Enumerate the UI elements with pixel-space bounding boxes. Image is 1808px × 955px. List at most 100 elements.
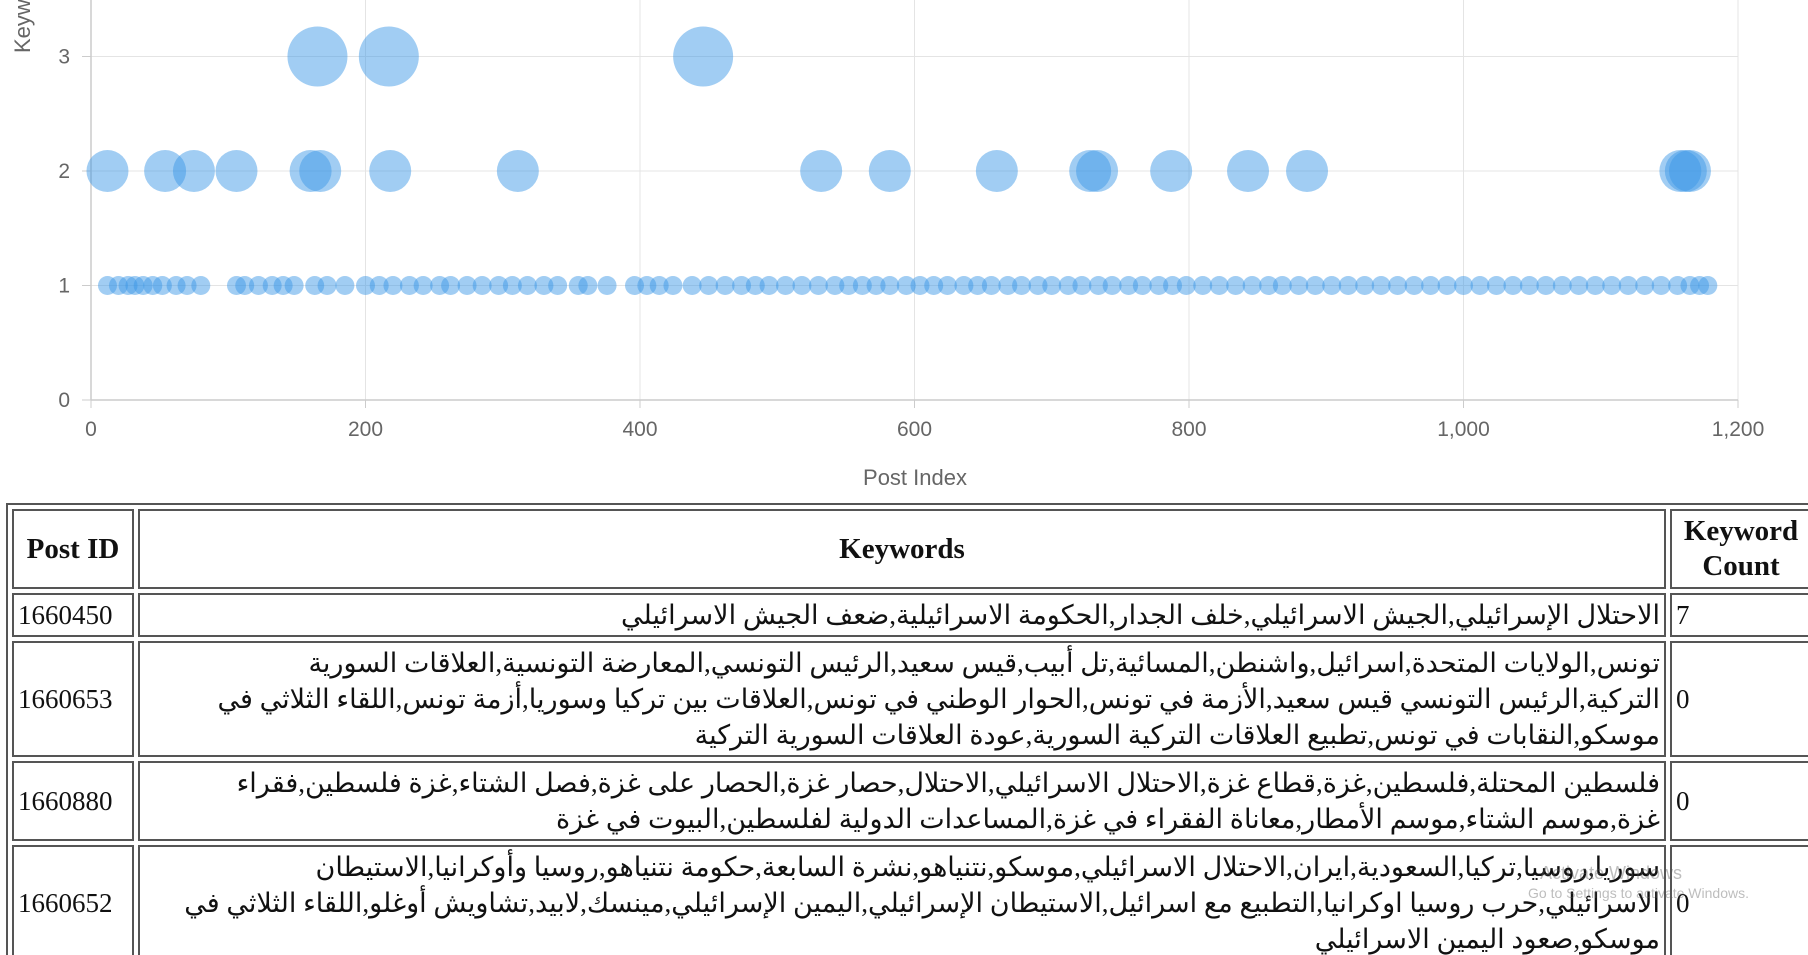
data-point: [1193, 276, 1213, 295]
data-point: [682, 276, 702, 295]
data-point: [732, 276, 752, 295]
x-tick-label: 200: [348, 418, 383, 441]
data-point: [1176, 276, 1196, 295]
data-point: [839, 276, 859, 295]
data-point: [1421, 276, 1441, 295]
data-point: [1012, 276, 1032, 295]
data-point: [800, 150, 843, 192]
data-point: [369, 276, 389, 295]
data-point: [1209, 276, 1229, 295]
data-point: [262, 276, 282, 295]
post-id-cell: 1660653: [12, 641, 134, 757]
y-axis-title: Keywo: [10, 0, 35, 53]
data-point: [1519, 276, 1539, 295]
x-tick-label: 1,200: [1712, 418, 1765, 441]
data-point: [1259, 276, 1279, 295]
data-point: [358, 26, 419, 87]
data-point: [457, 276, 477, 295]
table-row: 1660880 فلسطين المحتلة,فلسطين,غزة,قطاع غ…: [12, 761, 1808, 841]
data-point: [1404, 276, 1424, 295]
data-point: [1076, 150, 1119, 192]
post-id-cell: 1660652: [12, 845, 134, 955]
data-point: [1388, 276, 1408, 295]
data-point: [868, 150, 911, 192]
data-point: [1028, 276, 1048, 295]
data-point: [649, 276, 669, 295]
data-point: [1698, 276, 1718, 295]
keywords-cell: الاحتلال الإسرائيلي,الجيش الاسرائيلي,خلف…: [138, 593, 1666, 637]
data-point: [852, 276, 872, 295]
data-point: [548, 276, 568, 295]
data-point: [578, 276, 598, 295]
data-point: [663, 276, 683, 295]
data-point: [1486, 276, 1506, 295]
data-point: [1149, 276, 1169, 295]
keywords-cell: سوريا,روسيا,تركيا,السعودية,ايران,الاحتلا…: [138, 845, 1666, 955]
data-points: [86, 26, 1718, 295]
data-point: [981, 276, 1001, 295]
data-point: [866, 276, 886, 295]
y-tick-label: 0: [58, 389, 70, 412]
data-point: [517, 276, 537, 295]
data-point: [1132, 276, 1152, 295]
data-point: [637, 276, 657, 295]
data-point: [1322, 276, 1342, 295]
x-axis-title: Post Index: [863, 465, 967, 490]
table-row: 1660653 تونس,الولايات المتحدة,اسرائيل,وا…: [12, 641, 1808, 757]
data-point: [1242, 276, 1262, 295]
data-point: [699, 276, 719, 295]
data-point: [1470, 276, 1490, 295]
data-point: [1163, 276, 1183, 295]
data-point: [625, 276, 645, 295]
data-point: [144, 150, 187, 192]
data-point: [597, 276, 617, 295]
data-point: [335, 276, 355, 295]
data-point: [1569, 276, 1589, 295]
data-point: [317, 276, 337, 295]
data-point: [152, 276, 172, 295]
data-point: [1150, 150, 1193, 192]
data-point: [1585, 276, 1605, 295]
data-point: [299, 150, 342, 192]
data-point: [1338, 276, 1358, 295]
data-point: [273, 276, 293, 295]
data-point: [759, 276, 779, 295]
data-point: [1651, 276, 1671, 295]
data-point: [86, 150, 129, 192]
x-tick-label: 800: [1171, 418, 1206, 441]
keyword-count-cell: 0: [1670, 641, 1808, 757]
data-point: [896, 276, 916, 295]
data-point: [775, 276, 795, 295]
y-axis-ticks: 0 1 2 3: [58, 46, 91, 412]
data-point: [1618, 276, 1638, 295]
x-tick-label: 0: [85, 418, 97, 441]
keywords-table: Post ID Keywords Keyword Count 1660450 ا…: [6, 503, 1808, 955]
y-tick-label: 3: [58, 46, 70, 69]
data-point: [1664, 150, 1707, 192]
header-keyword-count: Keyword Count: [1670, 509, 1808, 589]
table-row: 1660450 الاحتلال الإسرائيلي,الجيش الاسرا…: [12, 593, 1808, 637]
data-point: [143, 276, 163, 295]
data-point: [1272, 276, 1292, 295]
data-point: [1659, 150, 1702, 192]
data-point: [489, 276, 509, 295]
header-post-id: Post ID: [12, 509, 134, 589]
data-point: [1668, 276, 1688, 295]
data-point: [534, 276, 554, 295]
data-point: [1371, 276, 1391, 295]
table-row: 1660652 سوريا,روسيا,تركيا,السعودية,ايران…: [12, 845, 1808, 955]
data-point: [1355, 276, 1375, 295]
table-header-row: Post ID Keywords Keyword Count: [12, 509, 1808, 589]
data-point: [118, 276, 138, 295]
data-point: [937, 276, 957, 295]
data-point: [472, 276, 492, 295]
data-point: [1119, 276, 1139, 295]
data-point: [133, 276, 153, 295]
data-point: [1305, 276, 1325, 295]
data-point: [284, 276, 304, 295]
x-tick-label: 400: [622, 418, 657, 441]
data-point: [924, 276, 944, 295]
data-point: [808, 276, 828, 295]
data-point: [673, 26, 734, 87]
